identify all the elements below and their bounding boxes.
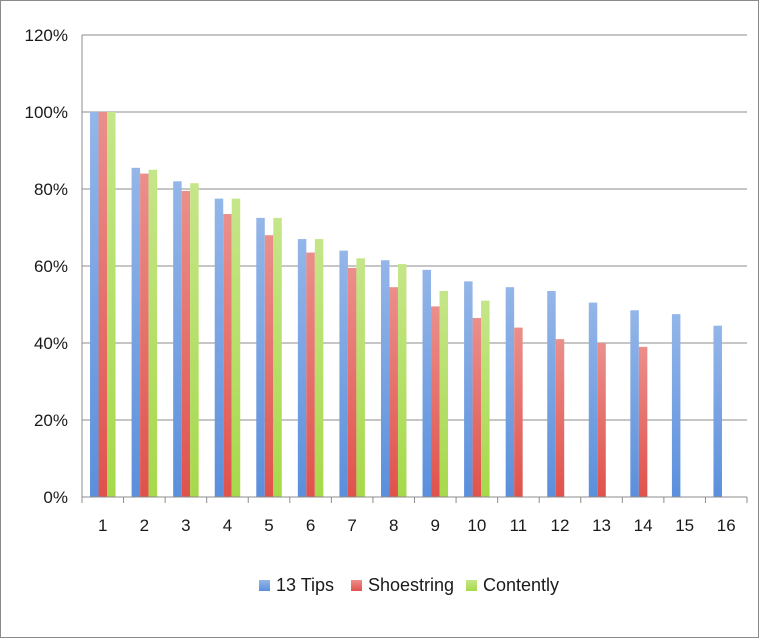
x-tick-label: 9: [431, 516, 440, 535]
legend-item-shoestring: Shoestring: [351, 575, 454, 595]
bar-contently-3: [190, 183, 199, 497]
bar-contently-2: [148, 169, 158, 497]
x-tick-label: 13: [592, 516, 611, 535]
legend-label: Contently: [483, 575, 559, 595]
legend-swatch: [259, 580, 270, 591]
bar-shoestring-12: [555, 339, 565, 497]
y-tick-label: 40%: [34, 334, 68, 353]
legend-swatch: [466, 580, 477, 591]
y-tick-label: 60%: [34, 257, 68, 276]
x-tick-label: 2: [140, 516, 149, 535]
bar-shoestring-11: [514, 327, 523, 497]
bar-shoestring-8: [389, 287, 398, 497]
bar-13-tips-1: [90, 112, 99, 497]
y-tick-label: 120%: [25, 26, 68, 45]
bar-shoestring-5: [264, 235, 274, 497]
bar-13-tips-15: [671, 314, 681, 498]
bar-13-tips-9: [422, 269, 432, 497]
y-tick-labels: 0% 20% 40% 60% 80% 100% 120%: [25, 26, 68, 507]
bar-shoestring-14: [638, 346, 648, 497]
bar-13-tips-16: [713, 325, 722, 497]
bar-13-tips-14: [630, 310, 639, 497]
bar-13-tips-10: [464, 281, 473, 497]
bar-shoestring-9: [431, 306, 440, 497]
bar-13-tips-6: [297, 239, 307, 498]
bar-13-tips-7: [339, 250, 348, 497]
x-tick-label: 12: [551, 516, 570, 535]
x-tick-label: 4: [223, 516, 232, 535]
legend-item-contently: Contently: [466, 575, 559, 595]
x-tick-label: 15: [675, 516, 694, 535]
x-tick-label: 3: [181, 516, 190, 535]
x-tick-label: 14: [634, 516, 653, 535]
legend-label: 13 Tips: [276, 575, 334, 595]
bar-shoestring-4: [223, 214, 232, 497]
legend: 13 Tips Shoestring Contently: [259, 575, 559, 595]
x-tick-label: 5: [264, 516, 273, 535]
bar-shoestring-3: [181, 190, 191, 497]
bar-13-tips-4: [214, 198, 224, 498]
bar-contently-6: [314, 239, 324, 498]
bar-contently-9: [439, 291, 449, 497]
y-tick-label: 100%: [25, 103, 68, 122]
x-tick-label: 11: [510, 516, 528, 535]
axes: [81, 35, 748, 503]
x-tick-label: 10: [467, 516, 486, 535]
bar-shoestring-6: [306, 252, 315, 497]
y-tick-label: 20%: [34, 411, 68, 430]
legend-swatch: [351, 580, 362, 591]
bar-contently-8: [397, 264, 407, 497]
y-tick-label: 80%: [34, 180, 68, 199]
bar-shoestring-13: [597, 343, 606, 497]
x-tick-label: 8: [389, 516, 398, 535]
bar-13-tips-2: [131, 167, 141, 497]
bar-contently-4: [231, 198, 241, 498]
bar-13-tips-3: [173, 181, 182, 498]
x-tick-label: 1: [98, 516, 107, 535]
x-tick-label: 7: [347, 516, 356, 535]
legend-label: Shoestring: [368, 575, 454, 595]
y-tick-label: 0%: [43, 488, 68, 507]
x-tick-label: 6: [306, 516, 315, 535]
bar-13-tips-8: [380, 260, 390, 497]
bar-13-tips-13: [588, 302, 598, 497]
bar-shoestring-2: [140, 173, 149, 497]
bar-13-tips-5: [256, 217, 265, 498]
bar-13-tips-11: [505, 287, 515, 497]
bar-contently-10: [481, 300, 490, 497]
legend-item-13-tips: 13 Tips: [259, 575, 334, 595]
bar-13-tips-12: [547, 291, 556, 497]
bar-contently-5: [273, 217, 282, 498]
bar-shoestring-7: [347, 267, 357, 497]
bar-shoestring-10: [472, 317, 482, 497]
x-tick-labels: 1 2 3 4 5 6 7 8 9 10 11 12 13 14 15 16: [98, 516, 736, 535]
x-tick-label: 16: [717, 516, 736, 535]
bar-contently-7: [356, 258, 365, 497]
bar-shoestring-1: [98, 112, 108, 497]
bars: [90, 112, 722, 498]
bar-contently-1: [107, 112, 116, 497]
